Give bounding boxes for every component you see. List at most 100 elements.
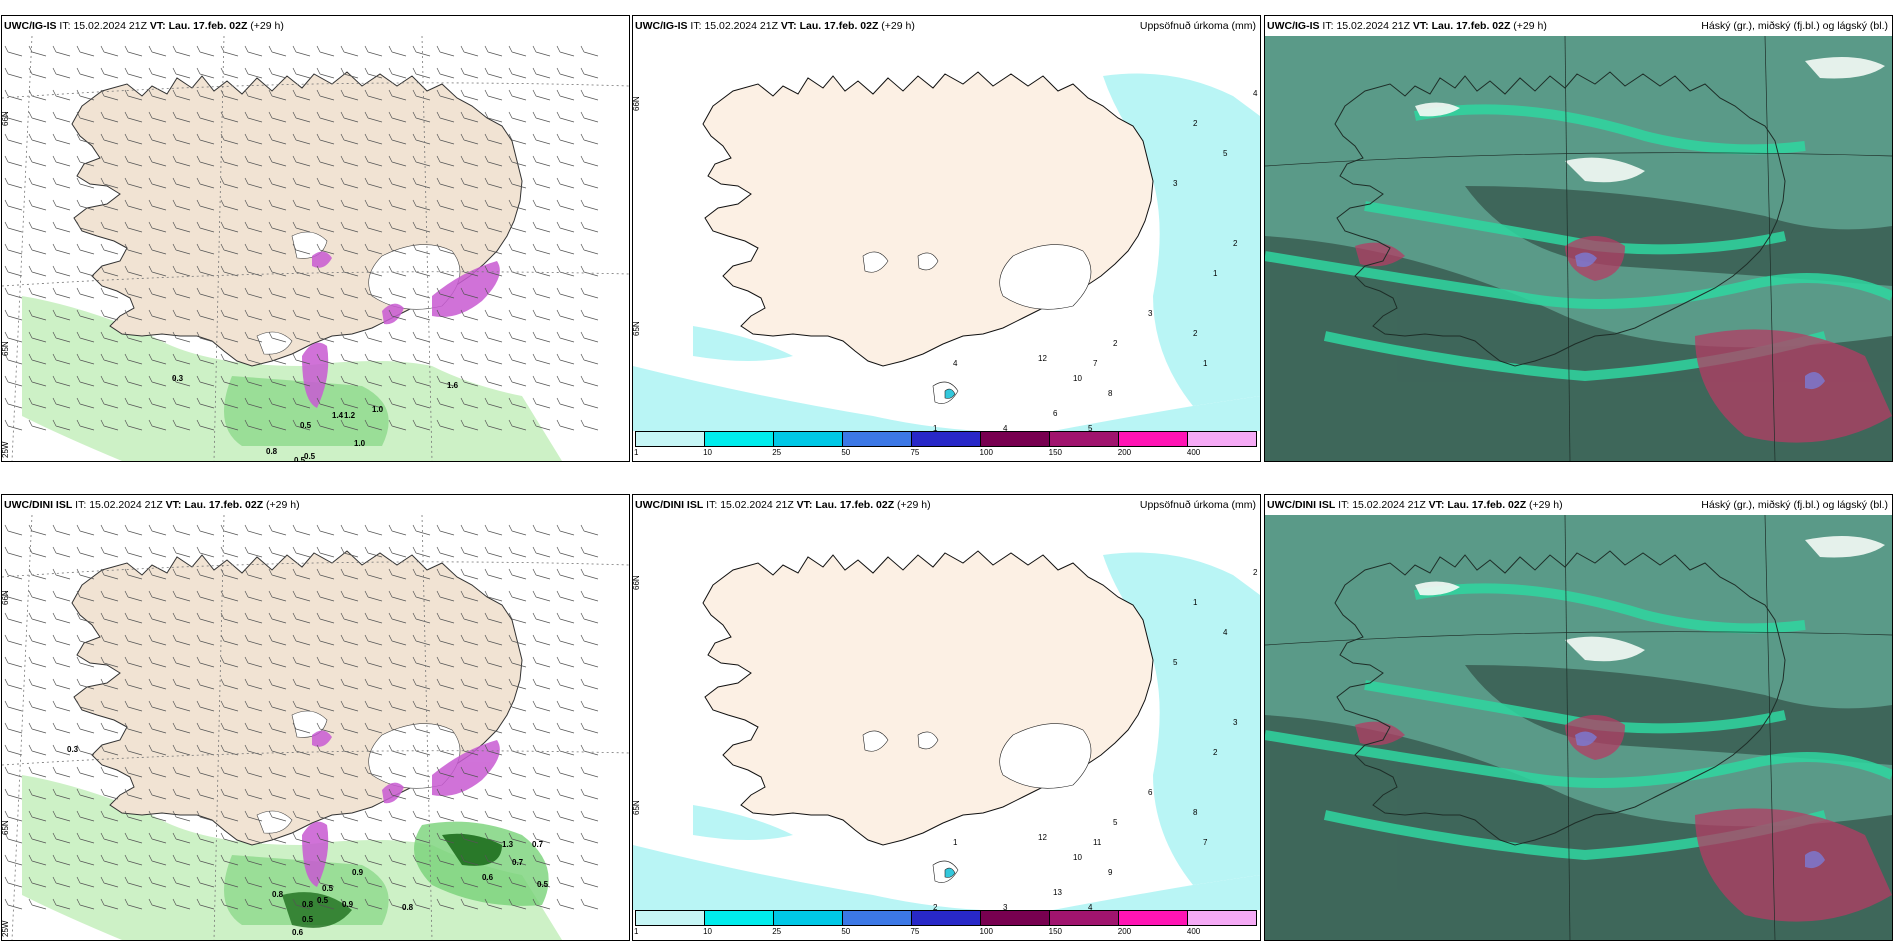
init-time-value: 15.02.2024 21Z [720, 499, 794, 511]
accum-value-labels: 4253214121087621325412 [663, 89, 1258, 448]
init-time-label: IT: [1322, 20, 1334, 32]
axis-label: 66N [2, 590, 10, 605]
axis-label: 66N [633, 575, 641, 590]
lead-time: (+29 h) [881, 20, 915, 32]
map-svg [1265, 36, 1892, 461]
init-time-value: 15.02.2024 21Z [89, 499, 163, 511]
map-area: 425321412108762132541266N65N [633, 36, 1260, 461]
iceland-land [71, 550, 523, 846]
accum-value-label: 8 [1108, 389, 1113, 398]
accum-value-label: 10 [1073, 853, 1082, 862]
axis-label: 65N [2, 341, 10, 356]
panel-header: UWC/IG-IS IT: 15.02.2024 21Z VT: Lau. 17… [635, 20, 915, 32]
axis-label: 65N [633, 321, 641, 336]
color-scale-swatch [981, 432, 1050, 446]
color-scale-swatch [774, 911, 843, 925]
color-scale-bar [635, 431, 1257, 447]
high-cloud-areas [1355, 236, 1892, 443]
iceland-land [702, 71, 1154, 367]
accum-value-label: 1 [953, 838, 958, 847]
init-time-label: IT: [75, 499, 87, 511]
accum-value-label: 12 [1038, 833, 1047, 842]
panel-header: UWC/IG-IS IT: 15.02.2024 21Z VT: Lau. 17… [4, 20, 284, 32]
axis-labels: 66N 65N [633, 96, 641, 336]
color-scale-swatch [1050, 432, 1119, 446]
precip-value-label: 0.8 [266, 447, 278, 456]
accum-value-label: 8 [1193, 808, 1198, 817]
init-time-label: IT: [690, 20, 702, 32]
map-svg: 0.50.90.50.60.50.80.70.80.90.70.60.80.51… [2, 515, 629, 940]
axis-labels: 66N 65N [633, 575, 641, 815]
color-scale-bar [635, 910, 1257, 926]
valid-time-label: VT: [796, 499, 813, 511]
accum-value-label: 4 [1003, 424, 1008, 433]
glacier-areas [862, 244, 1092, 404]
map-svg: 0.51.01.20.80.51.60.51.40.31.066N65N25W2… [2, 36, 629, 461]
color-scale-swatch [1050, 911, 1119, 925]
precip-value-label: 0.5 [294, 456, 306, 461]
panel-accum-precip-dini: UWC/DINI ISL IT: 15.02.2024 21Z VT: Lau.… [632, 494, 1261, 941]
cloud-graticule [1265, 515, 1892, 940]
precip-value-label: 0.7 [512, 858, 524, 867]
precip-value-label: 0.5 [317, 896, 329, 905]
axis-label: 25W [2, 441, 10, 458]
cloud-graticule [1265, 36, 1892, 461]
color-scale-swatch [636, 911, 705, 925]
precip-value-label: 0.5 [304, 452, 316, 461]
thick-cloud-areas [1415, 57, 1885, 183]
map-area: 2 1 4 5 3 2 1 12 10 9 11 13 8 7 6 5 4 3 2 1 66N 65N [633, 515, 1260, 940]
precip-value-label: 1.6 [447, 381, 459, 390]
init-time-value: 15.02.2024 21Z [1336, 20, 1410, 32]
accum-value-label: 1 [933, 424, 938, 433]
accum-value-label: 4 [953, 359, 958, 368]
valid-time-label: VT: [1428, 499, 1445, 511]
accum-value-label: 12 [1038, 354, 1047, 363]
accum-value-label: 9 [1108, 868, 1113, 877]
map-area [1265, 515, 1892, 940]
accum-value-label: 2 [1233, 239, 1238, 248]
precip-value-label: 0.3 [172, 374, 184, 383]
cloud-highlights [1575, 252, 1825, 390]
panel-product-title: Háský (gr.), miðský (fj.bl.) og lágský (… [1701, 20, 1888, 32]
wind-barbs [4, 524, 599, 910]
panel-wind-precip-dini: UWC/DINI ISL IT: 15.02.2024 21Z VT: Lau.… [1, 494, 630, 941]
panel-product-title: Uppsöfnuð úrkoma (mm) [1139, 499, 1256, 511]
panel-accum-precip-igis: UWC/IG-IS IT: 15.02.2024 21Z VT: Lau. 17… [632, 15, 1261, 462]
accum-value-label: 7 [1203, 838, 1208, 847]
valid-time-value: Lau. 17.feb. 02Z [168, 20, 248, 32]
precip-value-labels: 0.5 1.0 1.2 0.8 0.5 1.6 0.5 1.4 0.3 1.0 [172, 374, 459, 461]
precip-value-label: 1.3 [502, 840, 514, 849]
axis-labels: 66N65N25W20W15W [2, 111, 10, 458]
accum-value-label: 7 [1093, 359, 1098, 368]
map-area [1265, 36, 1892, 461]
iceland-land [71, 71, 523, 367]
accum-value-label: 11 [1093, 838, 1102, 847]
panel-header: UWC/DINI ISL IT: 15.02.2024 21Z VT: Lau.… [635, 499, 931, 511]
valid-time-label: VT: [1412, 20, 1429, 32]
color-scale-ticks: 1 10 25 50 75 100 150 200 400 [634, 448, 1257, 460]
precip-value-label: 1.4 [332, 411, 344, 420]
cloud-highlights [1575, 731, 1825, 869]
accum-value-label: 1 [1193, 598, 1198, 607]
init-time-value: 15.02.2024 21Z [73, 20, 147, 32]
color-scale-swatch [912, 911, 981, 925]
color-scale-ticks: 1 10 25 50 75 100 150 200 400 [634, 927, 1257, 939]
accum-value-label: 2 [1253, 568, 1258, 577]
init-time-value: 15.02.2024 21Z [1352, 499, 1426, 511]
accum-value-label: 6 [1053, 409, 1058, 418]
map-area: 0.5 0.9 0.5 0.6 0.5 0.8 0.7 0.8 0.9 0.7 0.6 0.8 0.5 1… [2, 515, 629, 940]
color-scale-tick-label: 50 [841, 448, 851, 457]
valid-time-value: Lau. 17.feb. 02Z [1431, 20, 1511, 32]
precip-value-label: 0.5 [322, 884, 334, 893]
color-scale-swatch [843, 432, 912, 446]
lead-time: (+29 h) [1529, 499, 1563, 511]
init-time-label: IT: [706, 499, 718, 511]
lead-time: (+29 h) [266, 499, 300, 511]
lead-time: (+29 h) [897, 499, 931, 511]
precip-value-label: 1.0 [372, 405, 384, 414]
iceland-land [702, 550, 1154, 846]
valid-time-value: Lau. 17.feb. 02Z [184, 499, 264, 511]
panel-clouds-dini: UWC/DINI ISL IT: 15.02.2024 21Z VT: Lau.… [1264, 494, 1893, 941]
accum-value-label: 2 [1193, 329, 1198, 338]
color-scale-tick-label: 400 [1186, 927, 1201, 936]
